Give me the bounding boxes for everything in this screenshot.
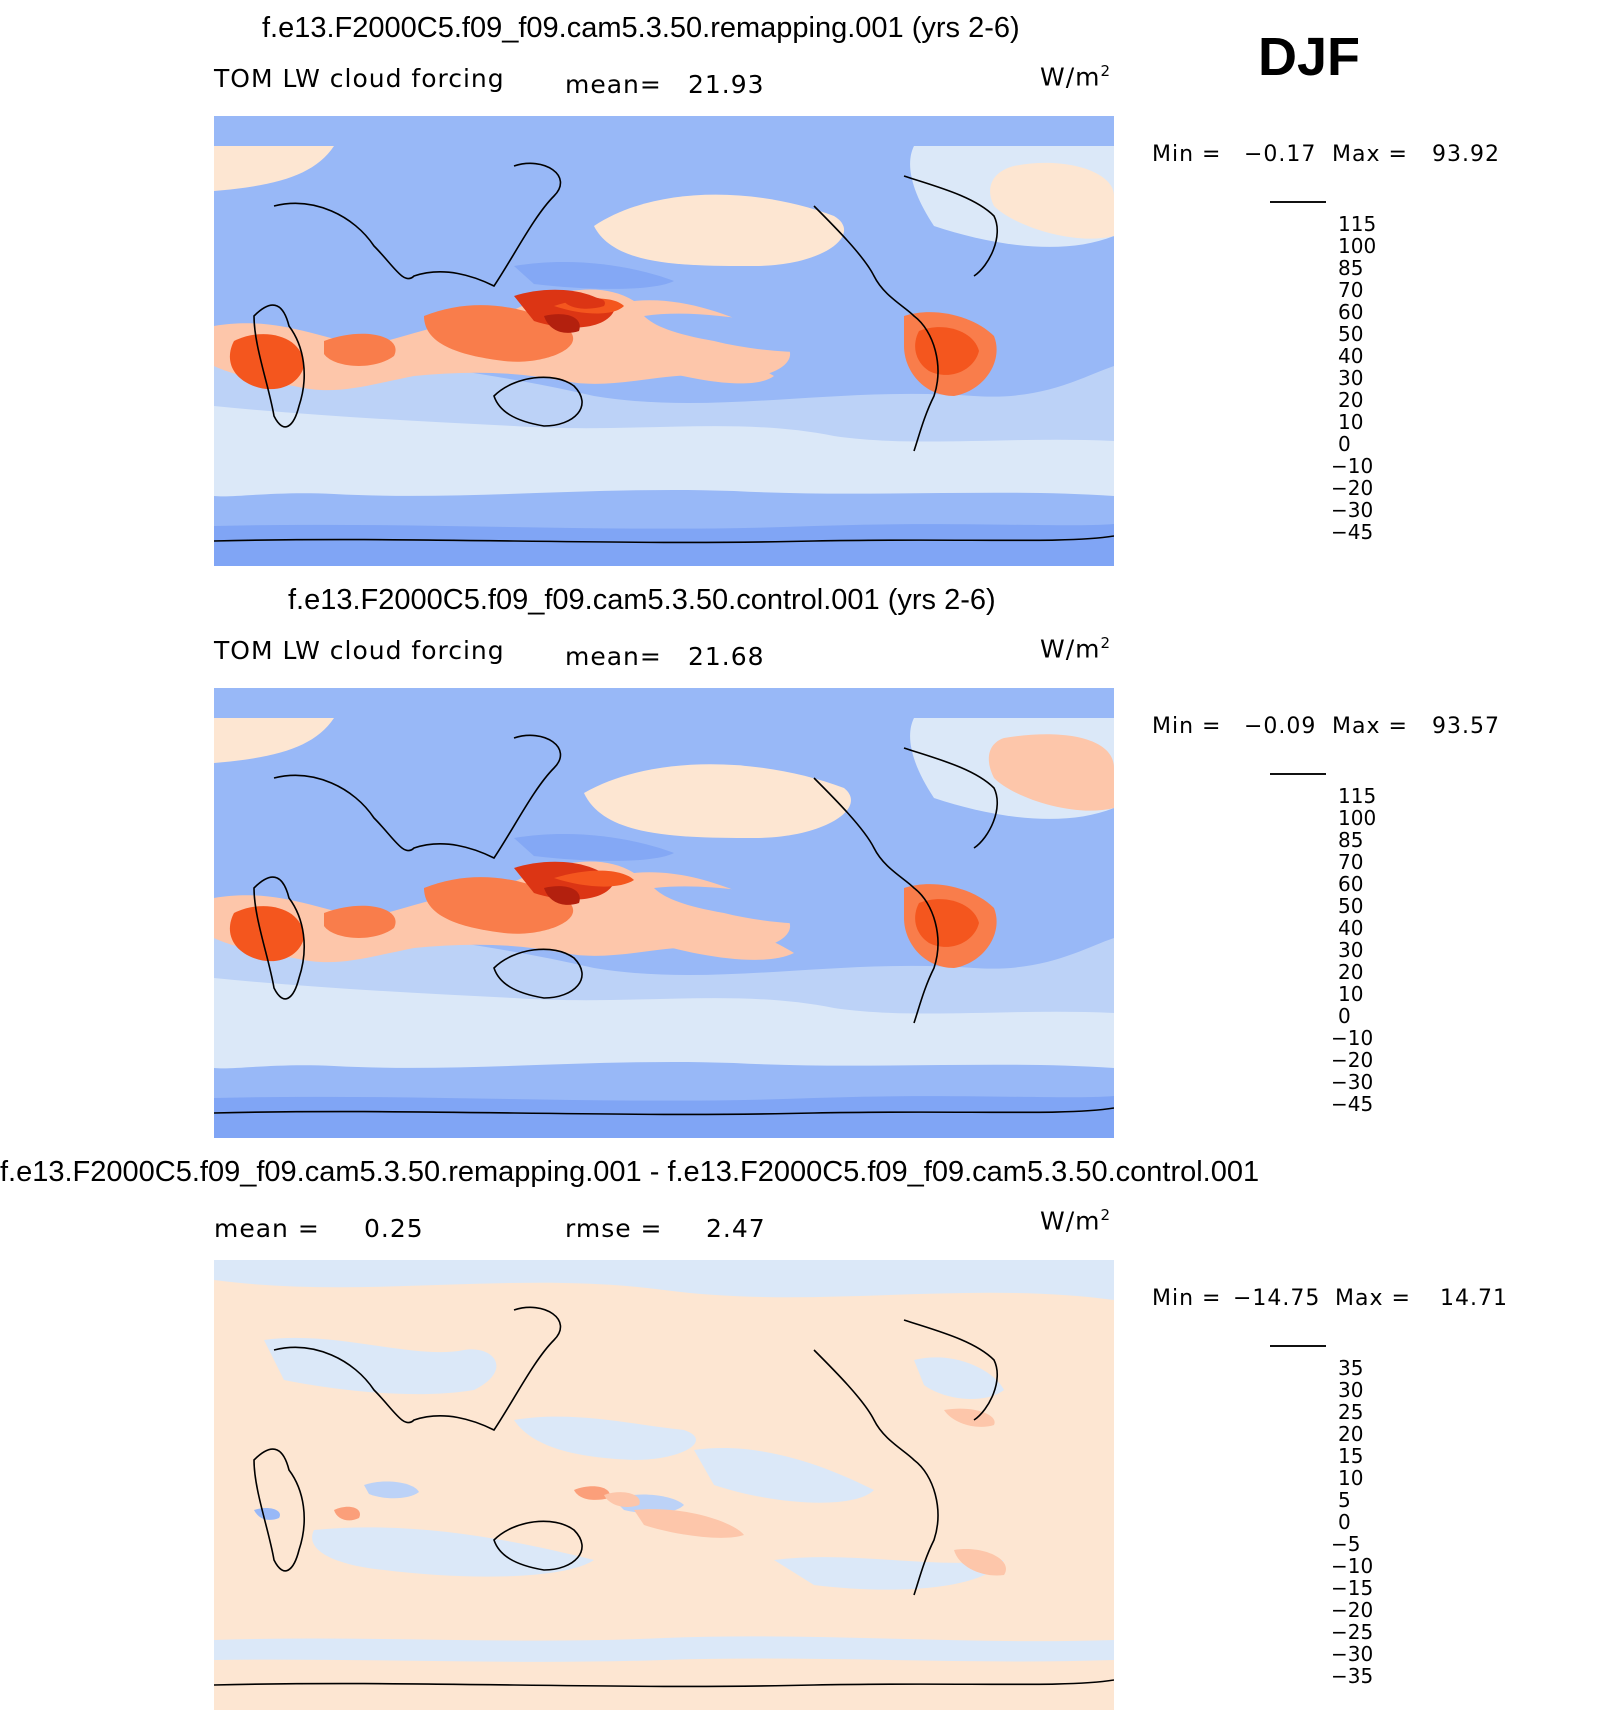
panel-2-mean-label: mean= <box>565 642 662 671</box>
panel-2-colorbar <box>1270 773 1326 775</box>
panel-3-map <box>214 1260 1114 1710</box>
colorbar-tick-label: −10 <box>1331 1554 1374 1578</box>
colorbar-tick-label: 100 <box>1338 234 1377 258</box>
colorbar-tick-label: 15 <box>1338 1444 1364 1468</box>
panel-1-colorbar <box>1270 201 1326 203</box>
colorbar-tick-label: 5 <box>1338 1488 1351 1512</box>
colorbar-tick-label: −45 <box>1331 520 1374 544</box>
colorbar-tick-label: 115 <box>1338 784 1377 808</box>
colorbar-tick-label: −15 <box>1331 1576 1374 1600</box>
colorbar-tick-label: 25 <box>1338 1400 1364 1424</box>
colorbar-tick-label: 70 <box>1338 850 1364 874</box>
panel-2-map <box>214 688 1114 1138</box>
colorbar-tick-label: 40 <box>1338 344 1364 368</box>
panel-3-colorbar <box>1270 1345 1326 1347</box>
panel-1-max-value: 93.92 <box>1432 142 1500 167</box>
panel-3-rmse-label: rmse = <box>565 1214 663 1243</box>
panel-2-max-label: Max = <box>1332 714 1408 739</box>
panel-2-variable: TOM LW cloud forcing <box>214 636 505 665</box>
panel-2-max-value: 93.57 <box>1432 714 1500 739</box>
colorbar-tick-label: 20 <box>1338 388 1364 412</box>
panel-3-title: f.e13.F2000C5.f09_f09.cam5.3.50.remappin… <box>0 1156 1260 1188</box>
colorbar-tick-label: 0 <box>1338 432 1351 456</box>
colorbar-tick-label: −10 <box>1331 454 1374 478</box>
colorbar-tick-label: 60 <box>1338 300 1364 324</box>
panel-2-units: W/m2 <box>1040 634 1112 664</box>
colorbar-tick-label: −10 <box>1331 1026 1374 1050</box>
colorbar-tick-label: −25 <box>1331 1620 1374 1644</box>
colorbar-tick-label: 85 <box>1338 256 1364 280</box>
colorbar-tick-label: 30 <box>1338 366 1364 390</box>
panel-1-min-label: Min = <box>1152 142 1222 167</box>
colorbar-tick-label: 115 <box>1338 212 1377 236</box>
colorbar-tick-label: 20 <box>1338 960 1364 984</box>
panel-1-max-label: Max = <box>1332 142 1408 167</box>
colorbar-tick-label: 60 <box>1338 872 1364 896</box>
panel-1-map <box>214 116 1114 566</box>
panel-3-units: W/m2 <box>1040 1206 1112 1236</box>
colorbar-tick-label: 40 <box>1338 916 1364 940</box>
panel-2-title: f.e13.F2000C5.f09_f09.cam5.3.50.control.… <box>288 584 996 616</box>
panel-2-mean-value: 21.68 <box>688 642 765 671</box>
colorbar-tick-label: 10 <box>1338 982 1364 1006</box>
panel-1-title: f.e13.F2000C5.f09_f09.cam5.3.50.remappin… <box>262 12 1020 44</box>
colorbar-tick-label: −30 <box>1331 1642 1374 1666</box>
panel-3-max-value: 14.71 <box>1440 1286 1508 1311</box>
colorbar-tick-label: 50 <box>1338 322 1364 346</box>
colorbar-tick-label: 0 <box>1338 1004 1351 1028</box>
colorbar-tick-label: −30 <box>1331 1070 1374 1094</box>
season-label: DJF <box>1258 27 1361 87</box>
colorbar-tick-label: −20 <box>1331 1598 1374 1622</box>
panel-1-mean-label: mean= <box>565 70 662 99</box>
colorbar-tick-label: 50 <box>1338 894 1364 918</box>
panel-3-min-value: −14.75 <box>1233 1286 1321 1311</box>
colorbar-tick-label: 0 <box>1338 1510 1351 1534</box>
colorbar-tick-label: −20 <box>1331 1048 1374 1072</box>
colorbar-tick-label: −45 <box>1331 1092 1374 1116</box>
panel-3-min-label: Min = <box>1152 1286 1222 1311</box>
colorbar-tick-label: 20 <box>1338 1422 1364 1446</box>
colorbar-tick-label: 10 <box>1338 410 1364 434</box>
colorbar-tick-label: 30 <box>1338 1378 1364 1402</box>
colorbar-tick-label: 35 <box>1338 1356 1364 1380</box>
colorbar-tick-label: 30 <box>1338 938 1364 962</box>
panel-3-max-label: Max = <box>1335 1286 1411 1311</box>
panel-3-mean-label: mean = <box>214 1214 320 1243</box>
panel-1-min-value: −0.17 <box>1244 142 1317 167</box>
colorbar-tick-label: −20 <box>1331 476 1374 500</box>
colorbar-tick-label: 70 <box>1338 278 1364 302</box>
panel-2-min-label: Min = <box>1152 714 1222 739</box>
colorbar-tick-label: −30 <box>1331 498 1374 522</box>
colorbar-tick-label: −5 <box>1331 1532 1361 1556</box>
colorbar-tick-label: 10 <box>1338 1466 1364 1490</box>
colorbar-tick-label: 100 <box>1338 806 1377 830</box>
panel-1-variable: TOM LW cloud forcing <box>214 64 505 93</box>
panel-2-min-value: −0.09 <box>1244 714 1317 739</box>
panel-3-mean-value: 0.25 <box>364 1214 424 1243</box>
panel-1-mean-value: 21.93 <box>688 70 765 99</box>
colorbar-tick-label: −35 <box>1331 1664 1374 1688</box>
panel-3-rmse-value: 2.47 <box>706 1214 766 1243</box>
panel-1-units: W/m2 <box>1040 62 1112 92</box>
colorbar-tick-label: 85 <box>1338 828 1364 852</box>
